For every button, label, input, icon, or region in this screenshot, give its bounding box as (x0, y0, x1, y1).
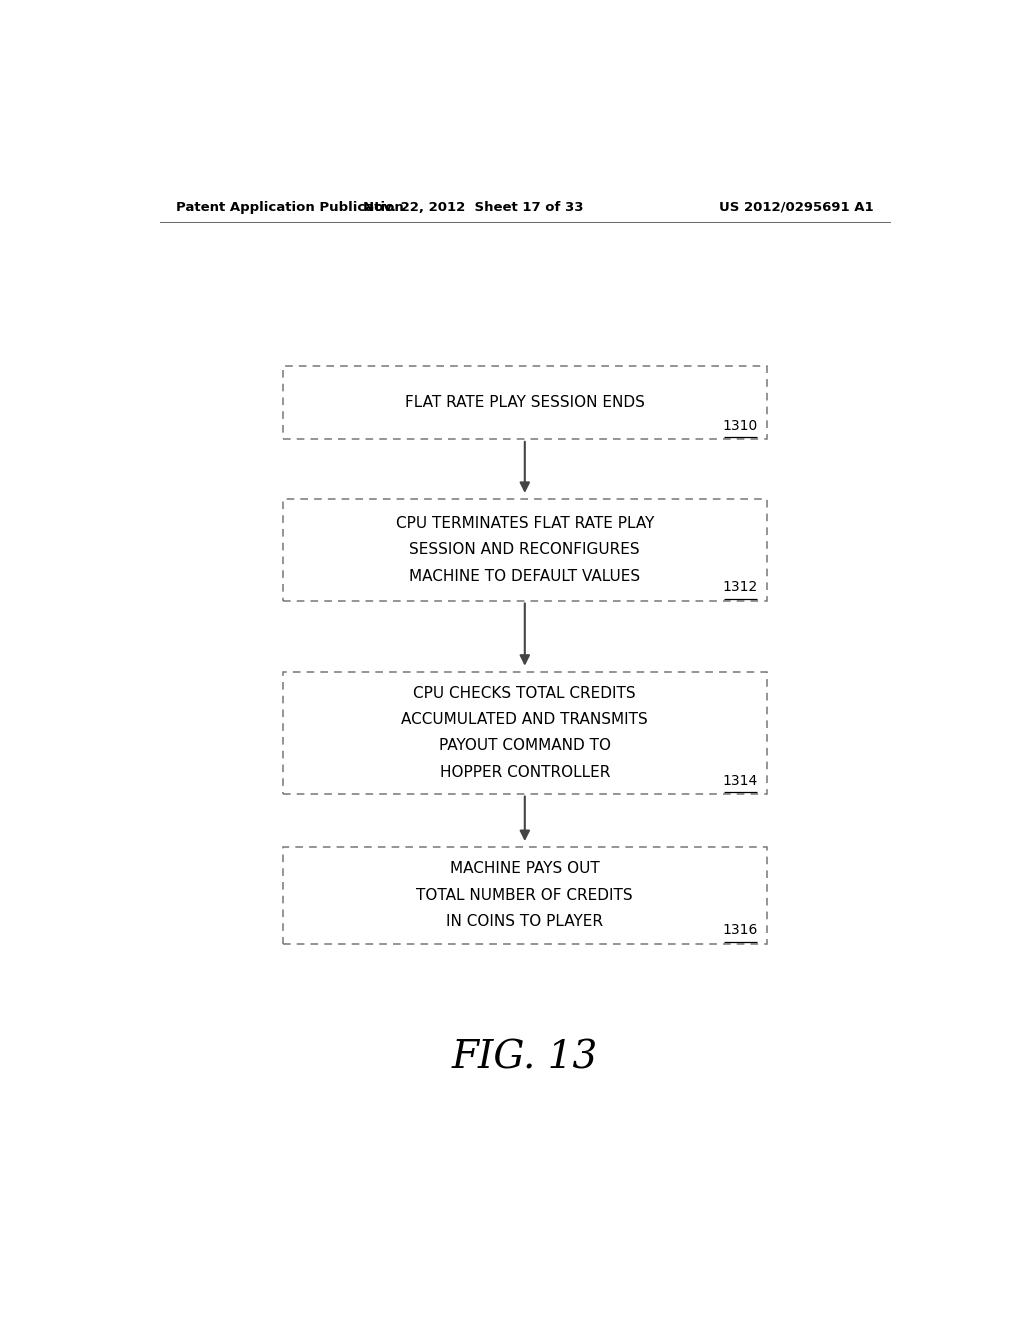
Text: CPU TERMINATES FLAT RATE PLAY: CPU TERMINATES FLAT RATE PLAY (395, 516, 654, 531)
Text: 1312: 1312 (722, 581, 758, 594)
Text: SESSION AND RECONFIGURES: SESSION AND RECONFIGURES (410, 543, 640, 557)
Bar (283, 847, 767, 944)
Text: MACHINE TO DEFAULT VALUES: MACHINE TO DEFAULT VALUES (410, 569, 640, 583)
Text: Patent Application Publication: Patent Application Publication (176, 201, 403, 214)
Text: TOTAL NUMBER OF CREDITS: TOTAL NUMBER OF CREDITS (417, 888, 633, 903)
Bar (283, 499, 767, 601)
Bar (283, 672, 767, 793)
Text: CPU CHECKS TOTAL CREDITS: CPU CHECKS TOTAL CREDITS (414, 685, 636, 701)
Text: 1316: 1316 (722, 924, 758, 937)
Bar (283, 366, 767, 440)
Text: US 2012/0295691 A1: US 2012/0295691 A1 (719, 201, 873, 214)
Text: ACCUMULATED AND TRANSMITS: ACCUMULATED AND TRANSMITS (401, 711, 648, 727)
Text: FIG. 13: FIG. 13 (452, 1039, 598, 1076)
Text: FLAT RATE PLAY SESSION ENDS: FLAT RATE PLAY SESSION ENDS (404, 395, 645, 409)
Text: 1310: 1310 (722, 418, 758, 433)
Text: PAYOUT COMMAND TO: PAYOUT COMMAND TO (439, 738, 610, 754)
Text: Nov. 22, 2012  Sheet 17 of 33: Nov. 22, 2012 Sheet 17 of 33 (362, 201, 584, 214)
Text: MACHINE PAYS OUT: MACHINE PAYS OUT (450, 862, 600, 876)
Text: IN COINS TO PLAYER: IN COINS TO PLAYER (446, 915, 603, 929)
Text: 1314: 1314 (722, 774, 758, 788)
Text: HOPPER CONTROLLER: HOPPER CONTROLLER (439, 764, 610, 780)
